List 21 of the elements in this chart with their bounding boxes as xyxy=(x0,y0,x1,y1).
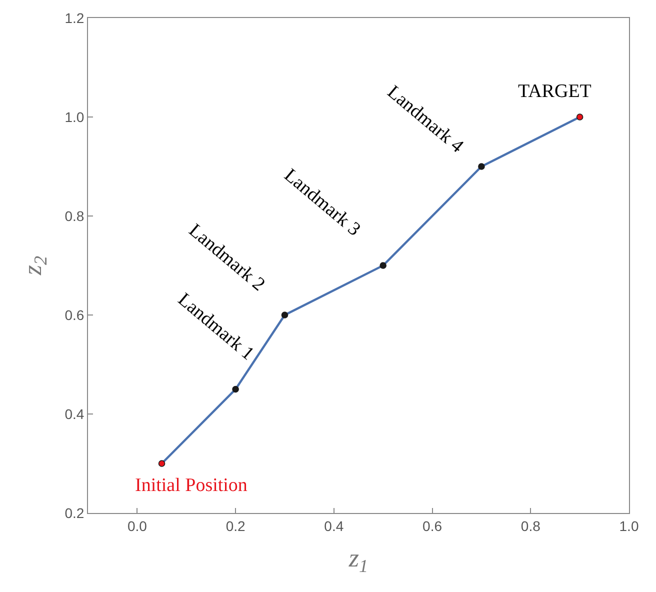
y-tick-label: 0.6 xyxy=(64,306,84,323)
x-tick-label: 0.8 xyxy=(520,518,541,534)
x-tick-label: 0.2 xyxy=(226,518,246,534)
x-tick-label: 0.0 xyxy=(127,518,148,534)
x-tick-label: 0.6 xyxy=(422,518,442,534)
point xyxy=(232,386,239,393)
point xyxy=(380,262,386,269)
annotation: TARGET xyxy=(518,81,592,102)
x-axis-title: z$_{1}$ xyxy=(348,544,368,576)
y-tick-label: 0.4 xyxy=(64,406,84,422)
point xyxy=(158,460,166,467)
point xyxy=(478,163,485,170)
annotation: Initial Position xyxy=(135,475,248,496)
x-tick-label: 1.0 xyxy=(619,518,639,534)
point xyxy=(576,114,584,120)
point xyxy=(281,312,288,318)
y-tick-label: 0.8 xyxy=(64,208,84,224)
y-tick-label: 1.2 xyxy=(64,10,84,26)
x-tick-label: 0.4 xyxy=(324,518,344,534)
y-tick-label: 1.0 xyxy=(64,108,84,125)
y-tick-label: 0.2 xyxy=(64,504,84,521)
